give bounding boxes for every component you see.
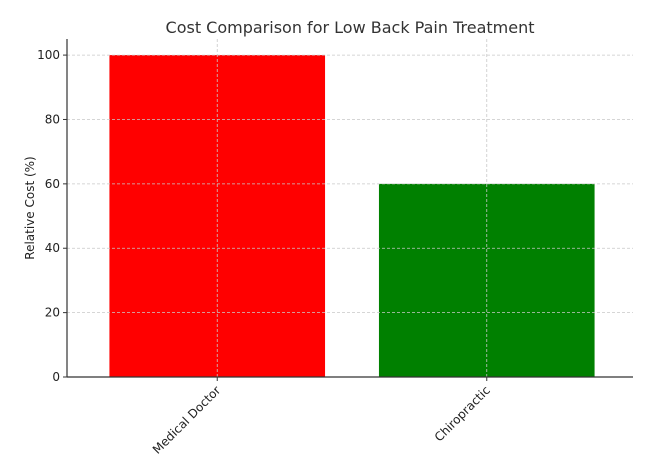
chart-title: Cost Comparison for Low Back Pain Treatm… [166,18,535,37]
y-tick-label: 20 [45,306,60,320]
y-tick-label: 60 [45,177,60,191]
y-tick-label: 80 [45,112,60,126]
x-ticks: Medical Doctor Chiropractic [150,377,493,457]
bars [109,55,595,377]
x-tick-label: Chiropractic [432,383,493,444]
y-tick-label: 100 [37,48,60,62]
x-tick-label: Medical Doctor [150,383,224,457]
x-gridlines [216,39,488,377]
y-axis-label: Relative Cost (%) [23,156,37,259]
axes [66,39,633,378]
y-ticks: 0 20 40 60 80 100 [37,48,67,384]
y-tick-label: 0 [52,370,60,384]
y-tick-label: 40 [45,241,60,255]
